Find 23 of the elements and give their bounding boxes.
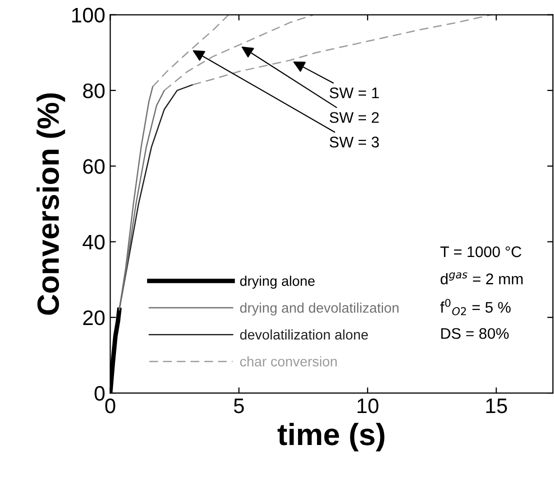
x-tick-label: 0 [105,398,116,414]
text: devolatilization alone [240,329,368,340]
y-tick-label: 100 [72,8,105,23]
x-tick-label: 5 [234,398,244,414]
annotation: d$^{gas}$ = 2 mm [440,272,523,284]
annotation: SW = 1 [330,88,379,98]
y-axis-title: Conversion (%) [36,93,66,315]
annotation: DS = 80% [441,328,509,339]
x-tick-label: 10 [358,398,378,414]
y-tick-label: 0 [94,386,105,401]
y-tick-label: 80 [83,83,105,98]
annotation: T = 1000 °C [440,246,522,258]
y-tick-label: 20 [83,310,105,326]
annotation: SW = 2 [330,112,379,123]
y-tick-label: 60 [83,159,105,174]
annotation: SW = 3 [330,136,379,148]
text: drying and devolatilization [240,302,399,316]
y-tick-label: 40 [82,234,105,250]
text: drying alone [240,276,315,289]
x-tick-label: 15 [486,398,507,414]
text: char conversion [240,356,337,366]
annotation: f$^{0}$$_{O2}$ = 5 % [440,298,511,316]
x-axis-title: time (s) [278,422,384,452]
